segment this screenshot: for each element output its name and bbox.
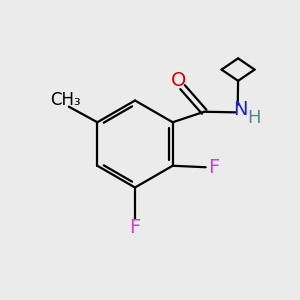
Text: H: H <box>248 109 261 127</box>
Text: F: F <box>208 158 220 177</box>
Text: N: N <box>233 100 248 119</box>
Text: F: F <box>129 218 141 237</box>
Text: CH₃: CH₃ <box>50 91 80 109</box>
Text: O: O <box>171 71 187 90</box>
